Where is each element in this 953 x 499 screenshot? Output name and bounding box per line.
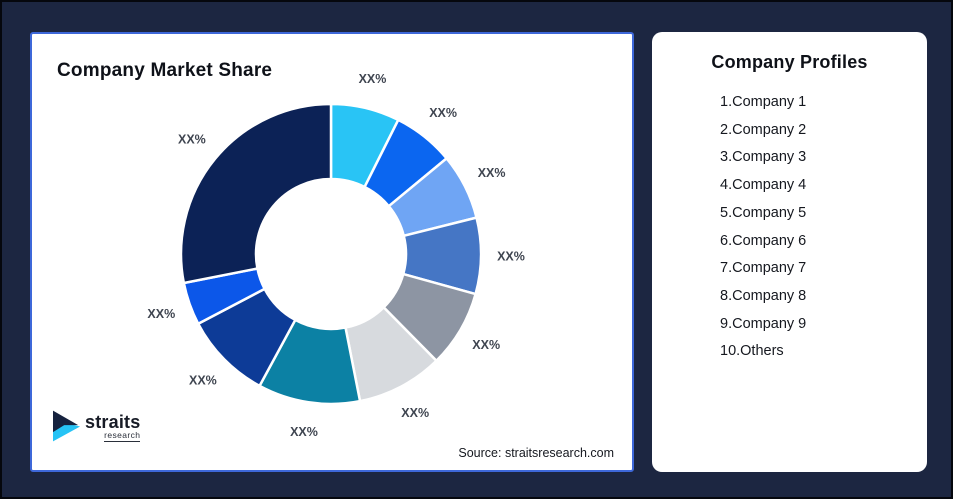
chart-title: Company Market Share [57,60,273,81]
slice-label-6: XX% [401,406,429,420]
profiles-title: Company Profiles [711,52,868,72]
slice-label-9: XX% [147,307,175,321]
slice-label-4: XX% [497,249,525,263]
list-item: 6.Company 6 [720,232,807,249]
market-share-card: Company Market Share XX% XX% XX% XX% XX% XX% X… [30,32,634,472]
straits-logo-icon [53,410,81,442]
slice-label-5: XX% [472,338,500,352]
donut-slice-10 [179,102,333,285]
slice-label-3: XX% [478,166,506,180]
company-profiles-card: Company Profiles 1.Company 1 2.Company 2 3… [652,32,927,472]
list-item: 9.Company 9 [720,315,807,332]
source-attribution: Source: straitsresearch.com [458,446,614,460]
list-item: 10.Others [720,343,784,360]
list-item: 4.Company 4 [720,177,807,194]
list-item: 2.Company 2 [720,121,807,138]
slice-label-7: XX% [290,425,318,439]
logo-text: straits research [85,412,141,442]
list-item: 3.Company 3 [720,149,807,166]
list-item: 8.Company 8 [720,287,807,304]
list-item: 5.Company 5 [720,204,807,221]
logo-name: straits [85,412,141,432]
list-item: 1.Company 1 [720,94,807,110]
slice-label-1: XX% [359,72,387,86]
slice-label-2: XX% [429,106,457,120]
company-list: 1.Company 1 2.Company 2 3.Company 3 4.Compa… [652,89,927,366]
list-item: 7.Company 7 [720,260,807,277]
donut-chart: XX% XX% XX% XX% XX% XX% XX% XX% XX% XX% [147,72,525,439]
logo-subtitle: research [104,430,141,442]
straits-research-logo: straits research [53,410,141,442]
slice-label-8: XX% [189,374,217,388]
slice-label-10: XX% [178,133,206,147]
